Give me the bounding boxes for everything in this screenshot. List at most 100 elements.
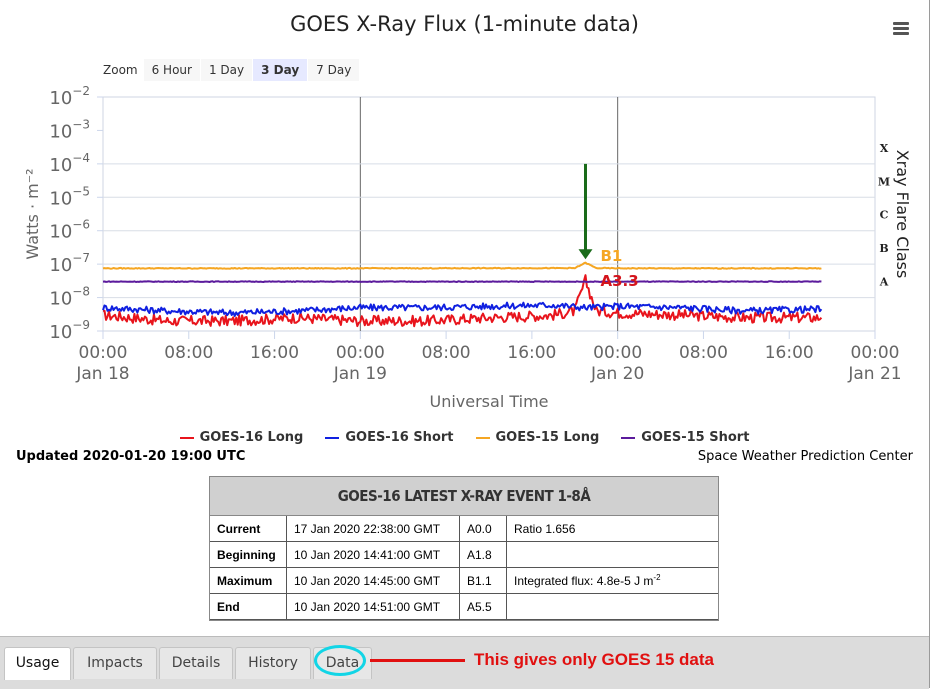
x-tick-label: 00:00	[593, 343, 642, 363]
hamburger-icon	[893, 22, 909, 25]
event-table: Current 17 Jan 2020 22:38:00 GMT A0.0 Ra…	[210, 516, 718, 620]
y-tick-exponent: −2	[72, 84, 90, 98]
x-tick-label: 00:00	[851, 343, 900, 363]
legend-item-goes15-long[interactable]: GOES-15 Long	[475, 430, 600, 445]
legend-item-goes15-short[interactable]: GOES-15 Short	[621, 430, 749, 445]
peak-label: A3.3	[601, 272, 639, 290]
flare-class-label: B	[879, 242, 888, 255]
legend-swatch	[621, 436, 636, 439]
y-tick-base: 10	[49, 322, 72, 343]
series-line-goes-15-long	[102, 261, 822, 270]
event-note-sup: -2	[653, 573, 661, 582]
legend-label: GOES-15 Long	[495, 430, 600, 445]
event-note: Ratio 1.656	[506, 516, 718, 542]
chart-menu-button[interactable]	[888, 17, 914, 39]
x-tick-date: Jan 20	[590, 364, 644, 384]
y-tick-exponent: −3	[72, 117, 90, 131]
y-tick-base: 10	[49, 155, 72, 176]
tabs-bar: Usage Impacts Details History Data	[0, 636, 929, 689]
y-tick-base: 10	[49, 88, 72, 109]
tab-impacts[interactable]: Impacts	[73, 647, 157, 679]
x-tick-label: 08:00	[164, 343, 213, 363]
row-label: Maximum	[210, 567, 287, 594]
zoom-7-day-button[interactable]: 7 Day	[308, 59, 360, 81]
y-tick-label: 10−6	[49, 218, 90, 243]
annotation-arrow-head	[578, 249, 593, 260]
y-tick-exponent: −5	[72, 184, 90, 198]
table-row: End 10 Jan 2020 14:51:00 GMT A5.5	[210, 593, 718, 620]
event-note-text: Ratio 1.656	[514, 521, 576, 536]
y-tick-label: 10−4	[49, 151, 90, 176]
y-tick-base: 10	[49, 121, 72, 142]
event-note	[506, 541, 718, 568]
x-tick-label: 08:00	[679, 343, 728, 363]
event-class: A0.0	[459, 516, 507, 542]
zoom-3-day-button[interactable]: 3 Day	[253, 59, 308, 81]
legend-swatch	[475, 436, 490, 439]
zoom-6-hour-button[interactable]: 6 Hour	[143, 59, 200, 81]
zoom-label: Zoom	[103, 63, 138, 77]
event-note-text: Integrated flux: 4.8e-5 J m	[514, 574, 654, 588]
y-tick-exponent: −7	[72, 251, 90, 265]
updated-timestamp: Updated 2020-01-20 19:00 UTC	[16, 449, 246, 464]
series-line-goes-16-long	[102, 274, 823, 328]
legend-item-goes16-short[interactable]: GOES-16 Short	[325, 430, 454, 445]
legend-label: GOES-15 Short	[641, 430, 750, 445]
flare-class-label: M	[878, 175, 890, 188]
x-tick-label: 00:00	[79, 343, 128, 363]
event-class: B1.1	[459, 567, 507, 594]
event-note: Integrated flux: 4.8e-5 J m-2	[506, 567, 718, 594]
event-time: 10 Jan 2020 14:45:00 GMT	[286, 567, 460, 594]
y-tick-exponent: −8	[72, 285, 90, 299]
series-line-goes-16-short	[102, 301, 823, 317]
legend-item-goes16-long[interactable]: GOES-16 Long	[179, 430, 304, 445]
row-label: Current	[210, 516, 287, 542]
series-line-goes-15-short	[102, 280, 822, 283]
tab-history[interactable]: History	[235, 647, 311, 679]
x-tick-label: 00:00	[336, 343, 385, 363]
x-tick-date: Jan 18	[75, 364, 129, 384]
legend-swatch	[179, 436, 194, 439]
table-row: Maximum 10 Jan 2020 14:45:00 GMT B1.1 In…	[210, 567, 718, 594]
right-axis-label: Xray Flare Class	[893, 150, 912, 279]
y-tick-base: 10	[49, 188, 72, 209]
y-tick-label: 10−7	[49, 251, 90, 276]
legend-swatch	[325, 436, 340, 439]
event-panel-title: GOES-16 LATEST X-RAY EVENT 1-8Å	[210, 477, 718, 516]
tab-details[interactable]: Details	[159, 647, 233, 679]
zoom-1-day-button[interactable]: 1 Day	[200, 59, 253, 81]
tab-usage[interactable]: Usage	[4, 647, 71, 680]
event-time: 17 Jan 2020 22:38:00 GMT	[286, 516, 460, 542]
y-tick-label: 10−5	[49, 184, 90, 209]
y-tick-exponent: −6	[72, 218, 90, 232]
y-tick-label: 10−9	[49, 318, 90, 343]
highlight-circle	[314, 645, 366, 676]
callout-text: This gives only GOES 15 data	[474, 650, 714, 669]
event-note	[506, 593, 718, 620]
x-tick-date: Jan 21	[847, 364, 901, 384]
x-tick-label: 16:00	[507, 343, 556, 363]
x-tick-label: 16:00	[250, 343, 299, 363]
x-axis-label: Universal Time	[429, 392, 548, 411]
table-row: Current 17 Jan 2020 22:38:00 GMT A0.0 Ra…	[210, 516, 718, 542]
x-tick-date: Jan 19	[333, 364, 387, 384]
event-time: 10 Jan 2020 14:51:00 GMT	[286, 593, 460, 620]
callout-line	[370, 659, 465, 662]
y-tick-label: 10−3	[49, 117, 90, 142]
event-class: A5.5	[459, 593, 507, 620]
hamburger-icon	[893, 27, 909, 30]
y-tick-exponent: −9	[72, 318, 90, 332]
y-tick-exponent: −4	[72, 151, 90, 165]
y-axis-label: Watts · m⁻²	[23, 168, 42, 259]
chart-title: GOES X-Ray Flux (1-minute data)	[290, 12, 639, 36]
credit-text: Space Weather Prediction Center	[697, 449, 913, 464]
flare-class-label: C	[880, 209, 889, 222]
legend-label: GOES-16 Long	[199, 430, 304, 445]
hamburger-icon	[893, 32, 909, 35]
row-label: Beginning	[210, 541, 287, 568]
legend-label: GOES-16 Short	[345, 430, 454, 445]
peak-label: B1	[601, 247, 623, 265]
x-tick-label: 08:00	[422, 343, 471, 363]
